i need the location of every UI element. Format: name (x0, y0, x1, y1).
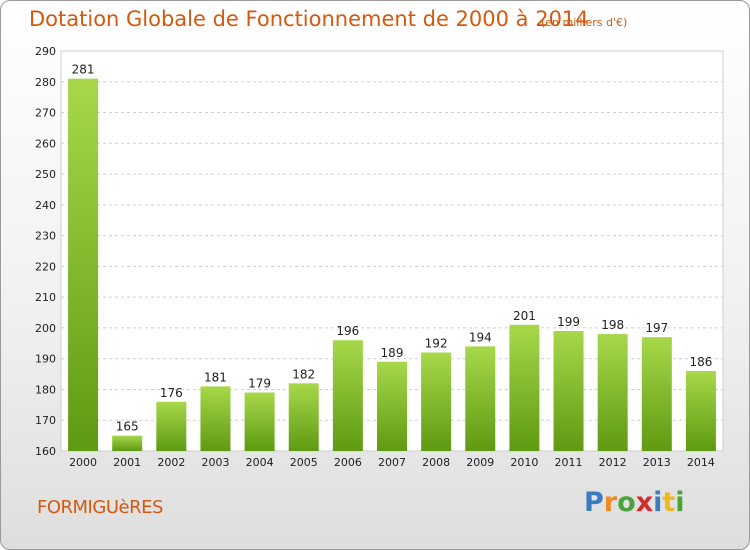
y-tick-label: 260 (35, 137, 56, 150)
bar-2011 (553, 331, 584, 451)
x-tick-label-2012: 2012 (599, 456, 627, 469)
value-label-2004: 179 (248, 377, 271, 391)
y-tick-label: 290 (35, 45, 56, 58)
bar-2005 (288, 383, 319, 451)
y-tick-label: 220 (35, 260, 56, 273)
bar-2013 (641, 337, 672, 451)
value-label-2010: 201 (513, 309, 536, 323)
value-label-2013: 197 (645, 321, 668, 335)
value-label-2001: 165 (116, 420, 139, 434)
x-tick-label-2008: 2008 (422, 456, 450, 469)
proxiti-logo: Proxiti (584, 487, 685, 518)
y-tick-label: 160 (35, 445, 56, 458)
value-label-2012: 198 (601, 318, 624, 332)
value-label-2005: 182 (292, 367, 315, 381)
value-label-2007: 189 (381, 346, 404, 360)
value-label-2002: 176 (160, 386, 183, 400)
commune-name: FORMIGUèRES (37, 497, 163, 518)
y-tick-label: 280 (35, 76, 56, 89)
y-tick-label: 270 (35, 107, 56, 120)
x-tick-label-2001: 2001 (113, 456, 141, 469)
bar-2001 (112, 435, 143, 451)
value-label-2011: 199 (557, 315, 580, 329)
x-tick-label-2011: 2011 (555, 456, 583, 469)
x-tick-label-2003: 2003 (201, 456, 229, 469)
chart-title: Dotation Globale de Fonctionnement de 20… (29, 7, 589, 31)
bar-2014 (685, 371, 716, 451)
value-label-2006: 196 (336, 324, 359, 338)
x-tick-label-2005: 2005 (290, 456, 318, 469)
y-tick-label: 210 (35, 291, 56, 304)
value-label-2000: 281 (72, 63, 95, 77)
value-labels: 281 165 176 181 179 182 196 189 192 194 201 199 198 1… (72, 63, 713, 434)
bar-2003 (200, 386, 231, 451)
y-tick-label: 240 (35, 199, 56, 212)
value-label-2014: 186 (689, 355, 712, 369)
value-label-2003: 181 (204, 370, 227, 384)
y-tick-label: 200 (35, 322, 56, 335)
x-tick-label-2014: 2014 (687, 456, 715, 469)
bar-2009 (465, 346, 496, 451)
x-tick-label-2002: 2002 (157, 456, 185, 469)
x-tick-label-2009: 2009 (466, 456, 494, 469)
y-tick-label: 180 (35, 383, 56, 396)
x-tick-label-2007: 2007 (378, 456, 406, 469)
y-tick-label: 170 (35, 414, 56, 427)
y-tick-label: 230 (35, 230, 56, 243)
y-axis: 160 170 180 190 200 210 220 230 240 250 260 270 280 2… (35, 45, 56, 458)
bar-2002 (156, 401, 187, 451)
y-tick-label: 250 (35, 168, 56, 181)
x-tick-label-2010: 2010 (510, 456, 538, 469)
x-tick-label-2004: 2004 (246, 456, 274, 469)
bar-2000 (68, 78, 99, 451)
bar-2008 (421, 352, 452, 451)
y-tick-label: 190 (35, 353, 56, 366)
bar-2010 (509, 324, 540, 451)
bars (68, 78, 716, 451)
x-tick-label-2006: 2006 (334, 456, 362, 469)
value-label-2008: 192 (425, 337, 448, 351)
bar-2007 (377, 361, 407, 451)
value-label-2009: 194 (469, 330, 492, 344)
bar-2012 (597, 334, 628, 451)
x-tick-label-2013: 2013 (643, 456, 671, 469)
bar-2004 (244, 392, 275, 451)
x-tick-label-2000: 2000 (69, 456, 97, 469)
bar-2006 (332, 340, 363, 451)
x-axis: 2000 2001 2002 2003 2004 2005 2006 2007 2008 2009… (69, 456, 715, 469)
chart-unit: (en milliers d'€) (541, 16, 628, 29)
